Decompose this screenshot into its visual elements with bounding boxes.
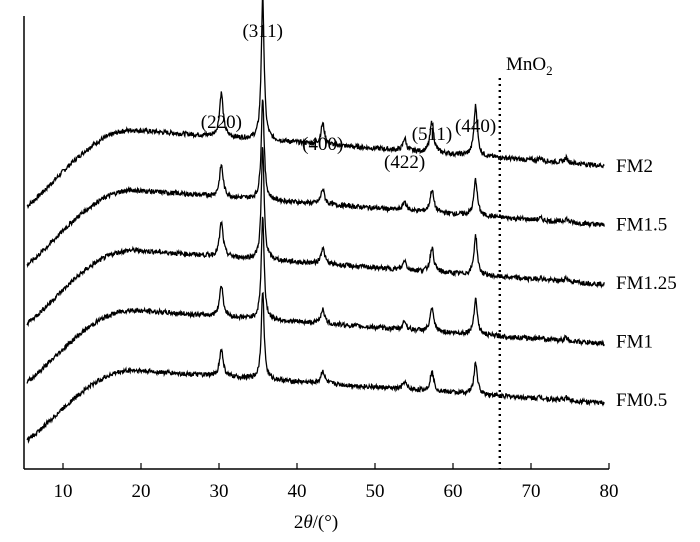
peak-label: (440) [455,116,496,137]
x-tick-label: 50 [366,481,385,502]
reference-label: MnO2 [506,54,553,78]
series-line-fm2 [26,0,605,210]
axes [23,16,609,470]
plot-area: FM2 FM1.5 FM1.25 FM1 FM0.5 (220) (311) (400) (42… [26,0,677,444]
x-ticks: 10 20 30 40 50 60 70 80 [54,463,619,502]
x-tick-label: 40 [288,481,307,502]
series-label: FM1.5 [616,215,667,236]
peak-label: (511) [412,124,452,145]
x-axis-label: 2θ/(°) [294,512,338,533]
series-line-fm1-25 [26,147,605,328]
series-label: FM1.25 [616,273,677,294]
x-tick-label: 60 [444,481,463,502]
x-tick-label: 20 [132,481,151,502]
peak-label: (422) [384,152,425,173]
series-label: FM0.5 [616,390,667,411]
x-tick-label: 80 [600,481,619,502]
x-tick-label: 10 [54,481,73,502]
peak-label: (400) [302,134,343,155]
x-tick-label: 30 [210,481,229,502]
peak-label: (311) [242,21,282,42]
peak-label: (220) [201,112,242,133]
series-line-fm1-5 [26,99,605,269]
series-line-fm1 [26,216,605,384]
series-label: FM2 [616,156,653,177]
x-tick-label: 70 [522,481,541,502]
series-label: FM1 [616,332,653,353]
series-line-fm0-5 [26,291,605,444]
